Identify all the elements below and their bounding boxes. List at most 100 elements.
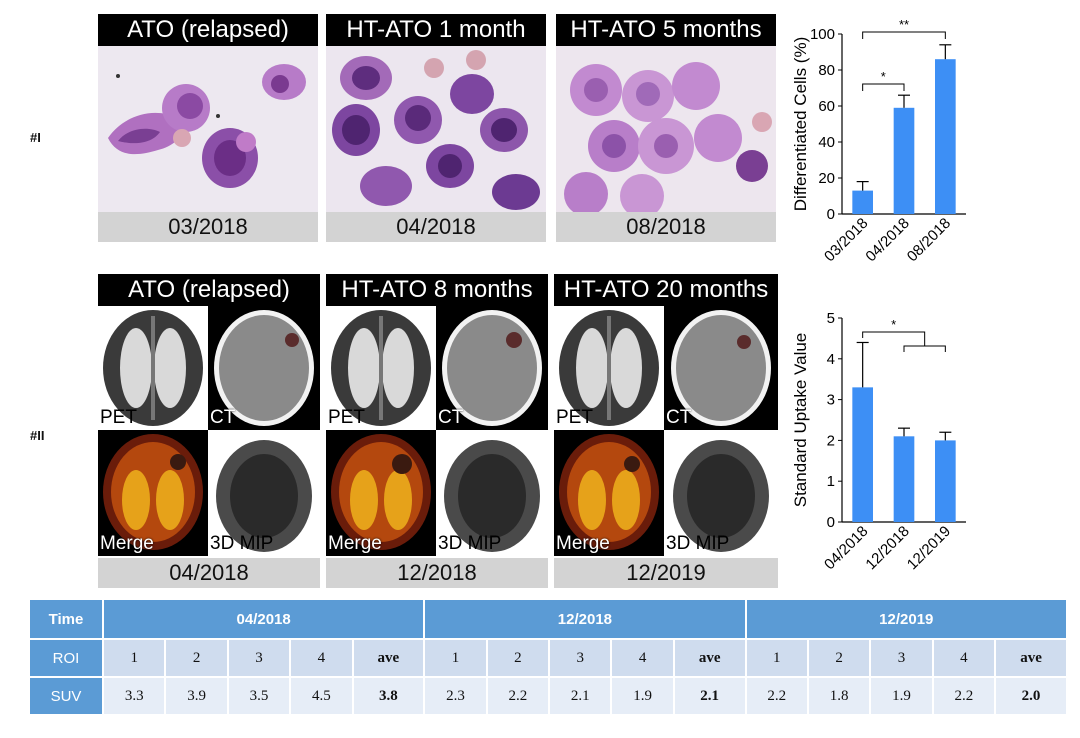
y-tick-label: 0: [827, 514, 835, 531]
suv-cell: 2.2: [487, 678, 549, 714]
pet-label: PET: [556, 407, 593, 428]
merge-label: Merge: [556, 533, 610, 554]
ct-label: CT: [438, 407, 464, 428]
significance-bracket: [862, 331, 926, 346]
y-tick-label: 100: [810, 26, 835, 43]
significance-bracket: [903, 345, 946, 352]
x-tick-label: 08/2018: [904, 215, 954, 265]
merge-label: Merge: [328, 533, 382, 554]
suv-cell: 3.5: [228, 678, 290, 714]
suv-cell: 3.9: [166, 678, 227, 714]
merge-image: Merge: [554, 430, 664, 556]
suv-cell: 4.5: [291, 678, 352, 714]
significance-label: *: [881, 69, 886, 84]
smear-image: [556, 46, 776, 212]
roi-cell: 4: [612, 640, 673, 676]
suv-cell: 3.8: [353, 678, 424, 714]
significance-bracket: [862, 31, 946, 39]
ct-image: CT: [436, 306, 548, 430]
roi-cell: 4: [933, 640, 995, 676]
smear-cells-graphic: [556, 46, 776, 212]
x-tick-label: 12/2019: [904, 523, 954, 573]
y-tick-label: 3: [827, 392, 835, 409]
pet-image: PET: [554, 306, 664, 430]
mip-image: 3D MIP: [436, 430, 548, 556]
suv-cell: 1.8: [808, 678, 870, 714]
smear-image: [326, 46, 546, 212]
roi-cell: 3: [871, 640, 932, 676]
pet-label: PET: [328, 407, 365, 428]
smear-cells-graphic: [98, 46, 318, 212]
ct-image: CT: [664, 306, 778, 430]
pet-image: PET: [326, 306, 436, 430]
y-tick-label: 20: [818, 170, 835, 187]
suv-cell: 3.3: [104, 678, 165, 714]
smear-cells-graphic: [326, 46, 546, 212]
smear-title: HT-ATO 5 months: [556, 14, 776, 46]
roi-cell: ave: [996, 640, 1066, 676]
suv-cell: 2.0: [996, 678, 1066, 714]
bar: [935, 59, 956, 215]
merge-label: Merge: [100, 533, 154, 554]
smear-date: 08/2018: [556, 212, 776, 242]
smear-image: [98, 46, 318, 212]
y-tick-label: 1: [827, 473, 835, 490]
smear-date: 03/2018: [98, 212, 318, 242]
time-group-header: 12/2019: [746, 600, 1066, 638]
ct-label: CT: [210, 407, 236, 428]
roi-cell: 1: [746, 640, 807, 676]
panel-label-2: #II: [30, 428, 45, 443]
x-tick-label: 04/2018: [862, 215, 912, 265]
significance-bracket: [862, 83, 905, 91]
roi-cell: 4: [291, 640, 352, 676]
pet-image: PET: [98, 306, 208, 430]
roi-cell: 1: [425, 640, 486, 676]
suv-cell: 1.9: [871, 678, 932, 714]
suv-cell: 2.1: [550, 678, 611, 714]
ct-image: CT: [208, 306, 320, 430]
roi-cell: 2: [166, 640, 227, 676]
bar: [893, 436, 915, 522]
roi-cell: ave: [674, 640, 745, 676]
panel-label-1: #I: [30, 130, 41, 145]
merge-image: Merge: [326, 430, 436, 556]
y-tick-label: 80: [818, 62, 835, 79]
bar: [852, 387, 873, 522]
time-group-header: 04/2018: [104, 600, 424, 638]
mip-label: 3D MIP: [666, 533, 730, 554]
merge-image: Merge: [98, 430, 208, 556]
suv-cell: 2.2: [746, 678, 807, 714]
y-axis-label: Standard Uptake Value: [791, 333, 810, 508]
smear-date: 04/2018: [326, 212, 546, 242]
mip-label: 3D MIP: [210, 533, 274, 554]
y-tick-label: 2: [827, 432, 835, 449]
y-tick-label: 0: [827, 206, 835, 223]
smear-title: HT-ATO 1 month: [326, 14, 546, 46]
mip-image: 3D MIP: [208, 430, 320, 556]
roi-cell: 3: [550, 640, 611, 676]
suv-cell: 2.2: [933, 678, 995, 714]
roi-cell: 2: [487, 640, 549, 676]
scan-title: ATO (relapsed): [98, 274, 320, 306]
suv-cell: 1.9: [612, 678, 673, 714]
ct-label: CT: [666, 407, 692, 428]
suv-table: Time 04/2018 12/2018 12/2019 ROI 1 2 3 4…: [28, 598, 1068, 716]
roi-cell: 2: [808, 640, 870, 676]
y-tick-label: 4: [827, 351, 835, 368]
bar: [935, 440, 956, 522]
roi-cell: 3: [228, 640, 290, 676]
scan-date: 12/2019: [554, 558, 778, 588]
scan-date: 12/2018: [326, 558, 548, 588]
significance-label: *: [891, 317, 896, 332]
roi-header: ROI: [30, 640, 102, 676]
scan-title: HT-ATO 20 months: [554, 274, 778, 306]
suv-cell: 2.3: [425, 678, 486, 714]
scan-title: HT-ATO 8 months: [326, 274, 548, 306]
time-header: Time: [30, 600, 102, 638]
suv-header: SUV: [30, 678, 102, 714]
mip-image: 3D MIP: [664, 430, 778, 556]
mip-label: 3D MIP: [438, 533, 502, 554]
y-tick-label: 5: [827, 310, 835, 327]
